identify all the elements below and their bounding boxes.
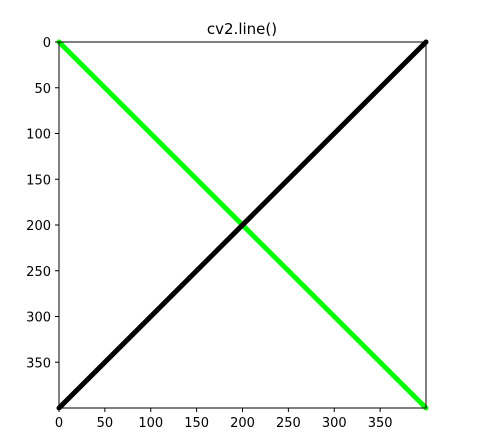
y-tick-label: 50	[34, 82, 51, 97]
y-tick-label: 350	[26, 356, 51, 371]
series-line-2	[56, 39, 429, 411]
x-tick-label: 0	[55, 416, 63, 431]
x-tick-label: 100	[138, 416, 163, 431]
x-tick-label: 250	[276, 416, 301, 431]
y-tick-label: 250	[26, 265, 51, 280]
x-axis: 0 50 100 150 200 250 300 350	[55, 408, 393, 431]
chart-title: cv2.line()	[207, 20, 277, 38]
y-tick-label: 300	[26, 311, 51, 326]
x-tick-label: 350	[368, 416, 393, 431]
y-tick-label: 150	[26, 173, 51, 188]
y-tick-label: 200	[26, 219, 51, 234]
y-axis: 0 50 100 150 200 250 300 350	[26, 36, 59, 371]
x-tick-label: 50	[97, 416, 114, 431]
y-tick-label: 0	[43, 36, 51, 51]
y-tick-label: 100	[26, 128, 51, 143]
axes-frame	[58, 41, 427, 409]
x-tick-label: 300	[322, 416, 347, 431]
x-tick-label: 150	[184, 416, 209, 431]
x-tick-label: 200	[230, 416, 255, 431]
plot-area	[56, 39, 429, 411]
